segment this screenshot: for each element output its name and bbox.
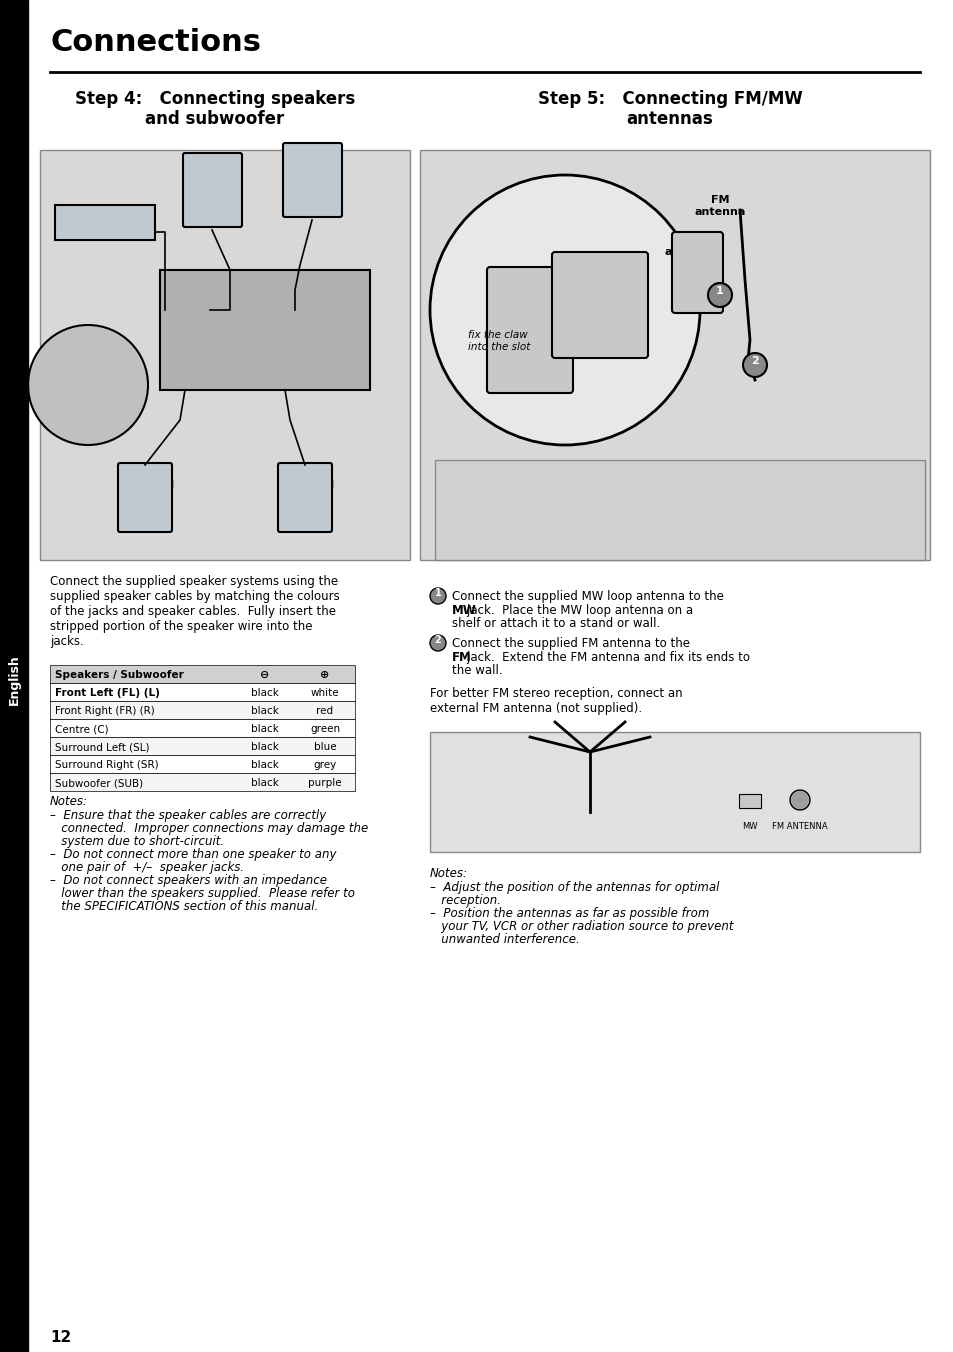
Circle shape — [707, 283, 731, 307]
Text: Centre (C): Centre (C) — [55, 725, 109, 734]
Bar — [50, 683, 355, 700]
Text: Notes:: Notes: — [430, 867, 468, 880]
Text: grey: grey — [313, 760, 336, 771]
Text: For better FM stereo reception, connect an
external FM antenna (not supplied).: For better FM stereo reception, connect … — [430, 687, 682, 715]
Bar — [50, 700, 355, 719]
Bar — [50, 665, 355, 683]
Text: Surround Right (SR): Surround Right (SR) — [55, 760, 158, 771]
Text: Step 5:   Connecting FM/MW: Step 5: Connecting FM/MW — [537, 91, 801, 108]
Text: MW: MW — [741, 822, 757, 831]
Text: 12: 12 — [50, 1330, 71, 1345]
Text: Subwoofer (SUB): Subwoofer (SUB) — [55, 777, 143, 788]
Text: red: red — [316, 706, 334, 717]
Text: –  Do not connect more than one speaker to any: – Do not connect more than one speaker t… — [50, 848, 336, 861]
FancyBboxPatch shape — [283, 143, 341, 218]
Text: black: black — [251, 725, 278, 734]
Circle shape — [430, 635, 446, 652]
Text: lower than the speakers supplied.  Please refer to: lower than the speakers supplied. Please… — [50, 887, 355, 900]
Text: the SPECIFICATIONS section of this manual.: the SPECIFICATIONS section of this manua… — [50, 900, 318, 913]
Text: the wall.: the wall. — [452, 664, 502, 677]
Text: 2: 2 — [750, 356, 758, 366]
FancyBboxPatch shape — [486, 266, 573, 393]
Circle shape — [430, 174, 700, 445]
Text: jack.  Place the MW loop antenna on a: jack. Place the MW loop antenna on a — [452, 604, 693, 617]
Text: shelf or attach it to a stand or wall.: shelf or attach it to a stand or wall. — [452, 617, 659, 630]
Bar — [50, 737, 355, 754]
Text: ⊕: ⊕ — [320, 671, 330, 680]
Text: Speakers / Subwoofer: Speakers / Subwoofer — [55, 671, 184, 680]
Text: –  Do not connect speakers with an impedance: – Do not connect speakers with an impeda… — [50, 873, 327, 887]
Text: antennas: antennas — [626, 110, 713, 128]
Text: unwanted interference.: unwanted interference. — [430, 933, 579, 946]
Circle shape — [28, 324, 148, 445]
Text: FM
antenna: FM antenna — [694, 195, 745, 216]
Text: Front
Left: Front Left — [294, 160, 326, 181]
Bar — [435, 460, 924, 560]
Text: black: black — [251, 760, 278, 771]
FancyBboxPatch shape — [40, 150, 410, 560]
Text: Surround Left (SL): Surround Left (SL) — [55, 742, 150, 752]
Text: Surround
Left: Surround Left — [275, 480, 334, 502]
Circle shape — [742, 353, 766, 377]
Text: fix the claw
into the slot: fix the claw into the slot — [468, 330, 530, 352]
Bar — [50, 754, 355, 773]
FancyBboxPatch shape — [671, 233, 722, 314]
Bar — [50, 773, 355, 791]
Text: Front Left (FL) (L): Front Left (FL) (L) — [55, 688, 160, 698]
Text: purple: purple — [308, 777, 341, 788]
FancyBboxPatch shape — [419, 150, 929, 560]
Text: Front
Right: Front Right — [198, 170, 232, 192]
Text: MW: MW — [452, 604, 476, 617]
Text: jack.  Extend the FM antenna and fix its ends to: jack. Extend the FM antenna and fix its … — [452, 652, 749, 664]
Text: Connect the supplied speaker systems using the
supplied speaker cables by matchi: Connect the supplied speaker systems usi… — [50, 575, 339, 648]
FancyBboxPatch shape — [118, 462, 172, 531]
Text: FM: FM — [452, 652, 471, 664]
Bar — [55, 206, 154, 241]
Circle shape — [789, 790, 809, 810]
Text: white: white — [311, 688, 339, 698]
Circle shape — [430, 588, 446, 604]
FancyBboxPatch shape — [183, 153, 242, 227]
Text: Step 4:   Connecting speakers: Step 4: Connecting speakers — [74, 91, 355, 108]
FancyBboxPatch shape — [430, 731, 919, 852]
Text: Surround
Right: Surround Right — [116, 480, 173, 502]
Text: Connections: Connections — [50, 28, 261, 57]
Text: system due to short-circuit.: system due to short-circuit. — [50, 836, 224, 848]
Text: Centre: Centre — [79, 210, 121, 220]
Text: –  Position the antennas as far as possible from: – Position the antennas as far as possib… — [430, 907, 709, 919]
Text: black: black — [251, 706, 278, 717]
FancyBboxPatch shape — [739, 794, 760, 808]
Text: green: green — [310, 725, 339, 734]
Text: blue: blue — [314, 742, 336, 752]
Text: English: English — [8, 654, 20, 706]
Text: FM ANTENNA: FM ANTENNA — [771, 822, 827, 831]
Text: Front Right (FR) (R): Front Right (FR) (R) — [55, 706, 154, 717]
Text: Notes:: Notes: — [50, 795, 88, 808]
Bar — [50, 719, 355, 737]
Text: –  Adjust the position of the antennas for optimal: – Adjust the position of the antennas fo… — [430, 882, 719, 894]
Text: black: black — [251, 777, 278, 788]
Text: Connect the supplied FM antenna to the: Connect the supplied FM antenna to the — [452, 637, 689, 650]
Text: one pair of  +/–  speaker jacks.: one pair of +/– speaker jacks. — [50, 861, 244, 873]
Text: 2: 2 — [435, 635, 441, 645]
Text: connected.  Improper connections may damage the: connected. Improper connections may dama… — [50, 822, 368, 836]
Text: Connect the supplied MW loop antenna to the: Connect the supplied MW loop antenna to … — [452, 589, 723, 603]
FancyBboxPatch shape — [552, 251, 647, 358]
Text: 1: 1 — [435, 588, 441, 598]
Text: black: black — [251, 688, 278, 698]
Bar — [160, 270, 370, 389]
Text: your TV, VCR or other radiation source to prevent: your TV, VCR or other radiation source t… — [430, 919, 733, 933]
Text: –  Ensure that the speaker cables are correctly: – Ensure that the speaker cables are cor… — [50, 808, 326, 822]
FancyBboxPatch shape — [277, 462, 332, 531]
Text: black: black — [251, 742, 278, 752]
Text: ⊖: ⊖ — [260, 671, 270, 680]
Text: reception.: reception. — [430, 894, 500, 907]
Text: and subwoofer: and subwoofer — [145, 110, 284, 128]
Bar — [0, 0, 28, 1352]
Text: MW
antenna: MW antenna — [663, 235, 715, 257]
Text: 1: 1 — [716, 287, 723, 296]
